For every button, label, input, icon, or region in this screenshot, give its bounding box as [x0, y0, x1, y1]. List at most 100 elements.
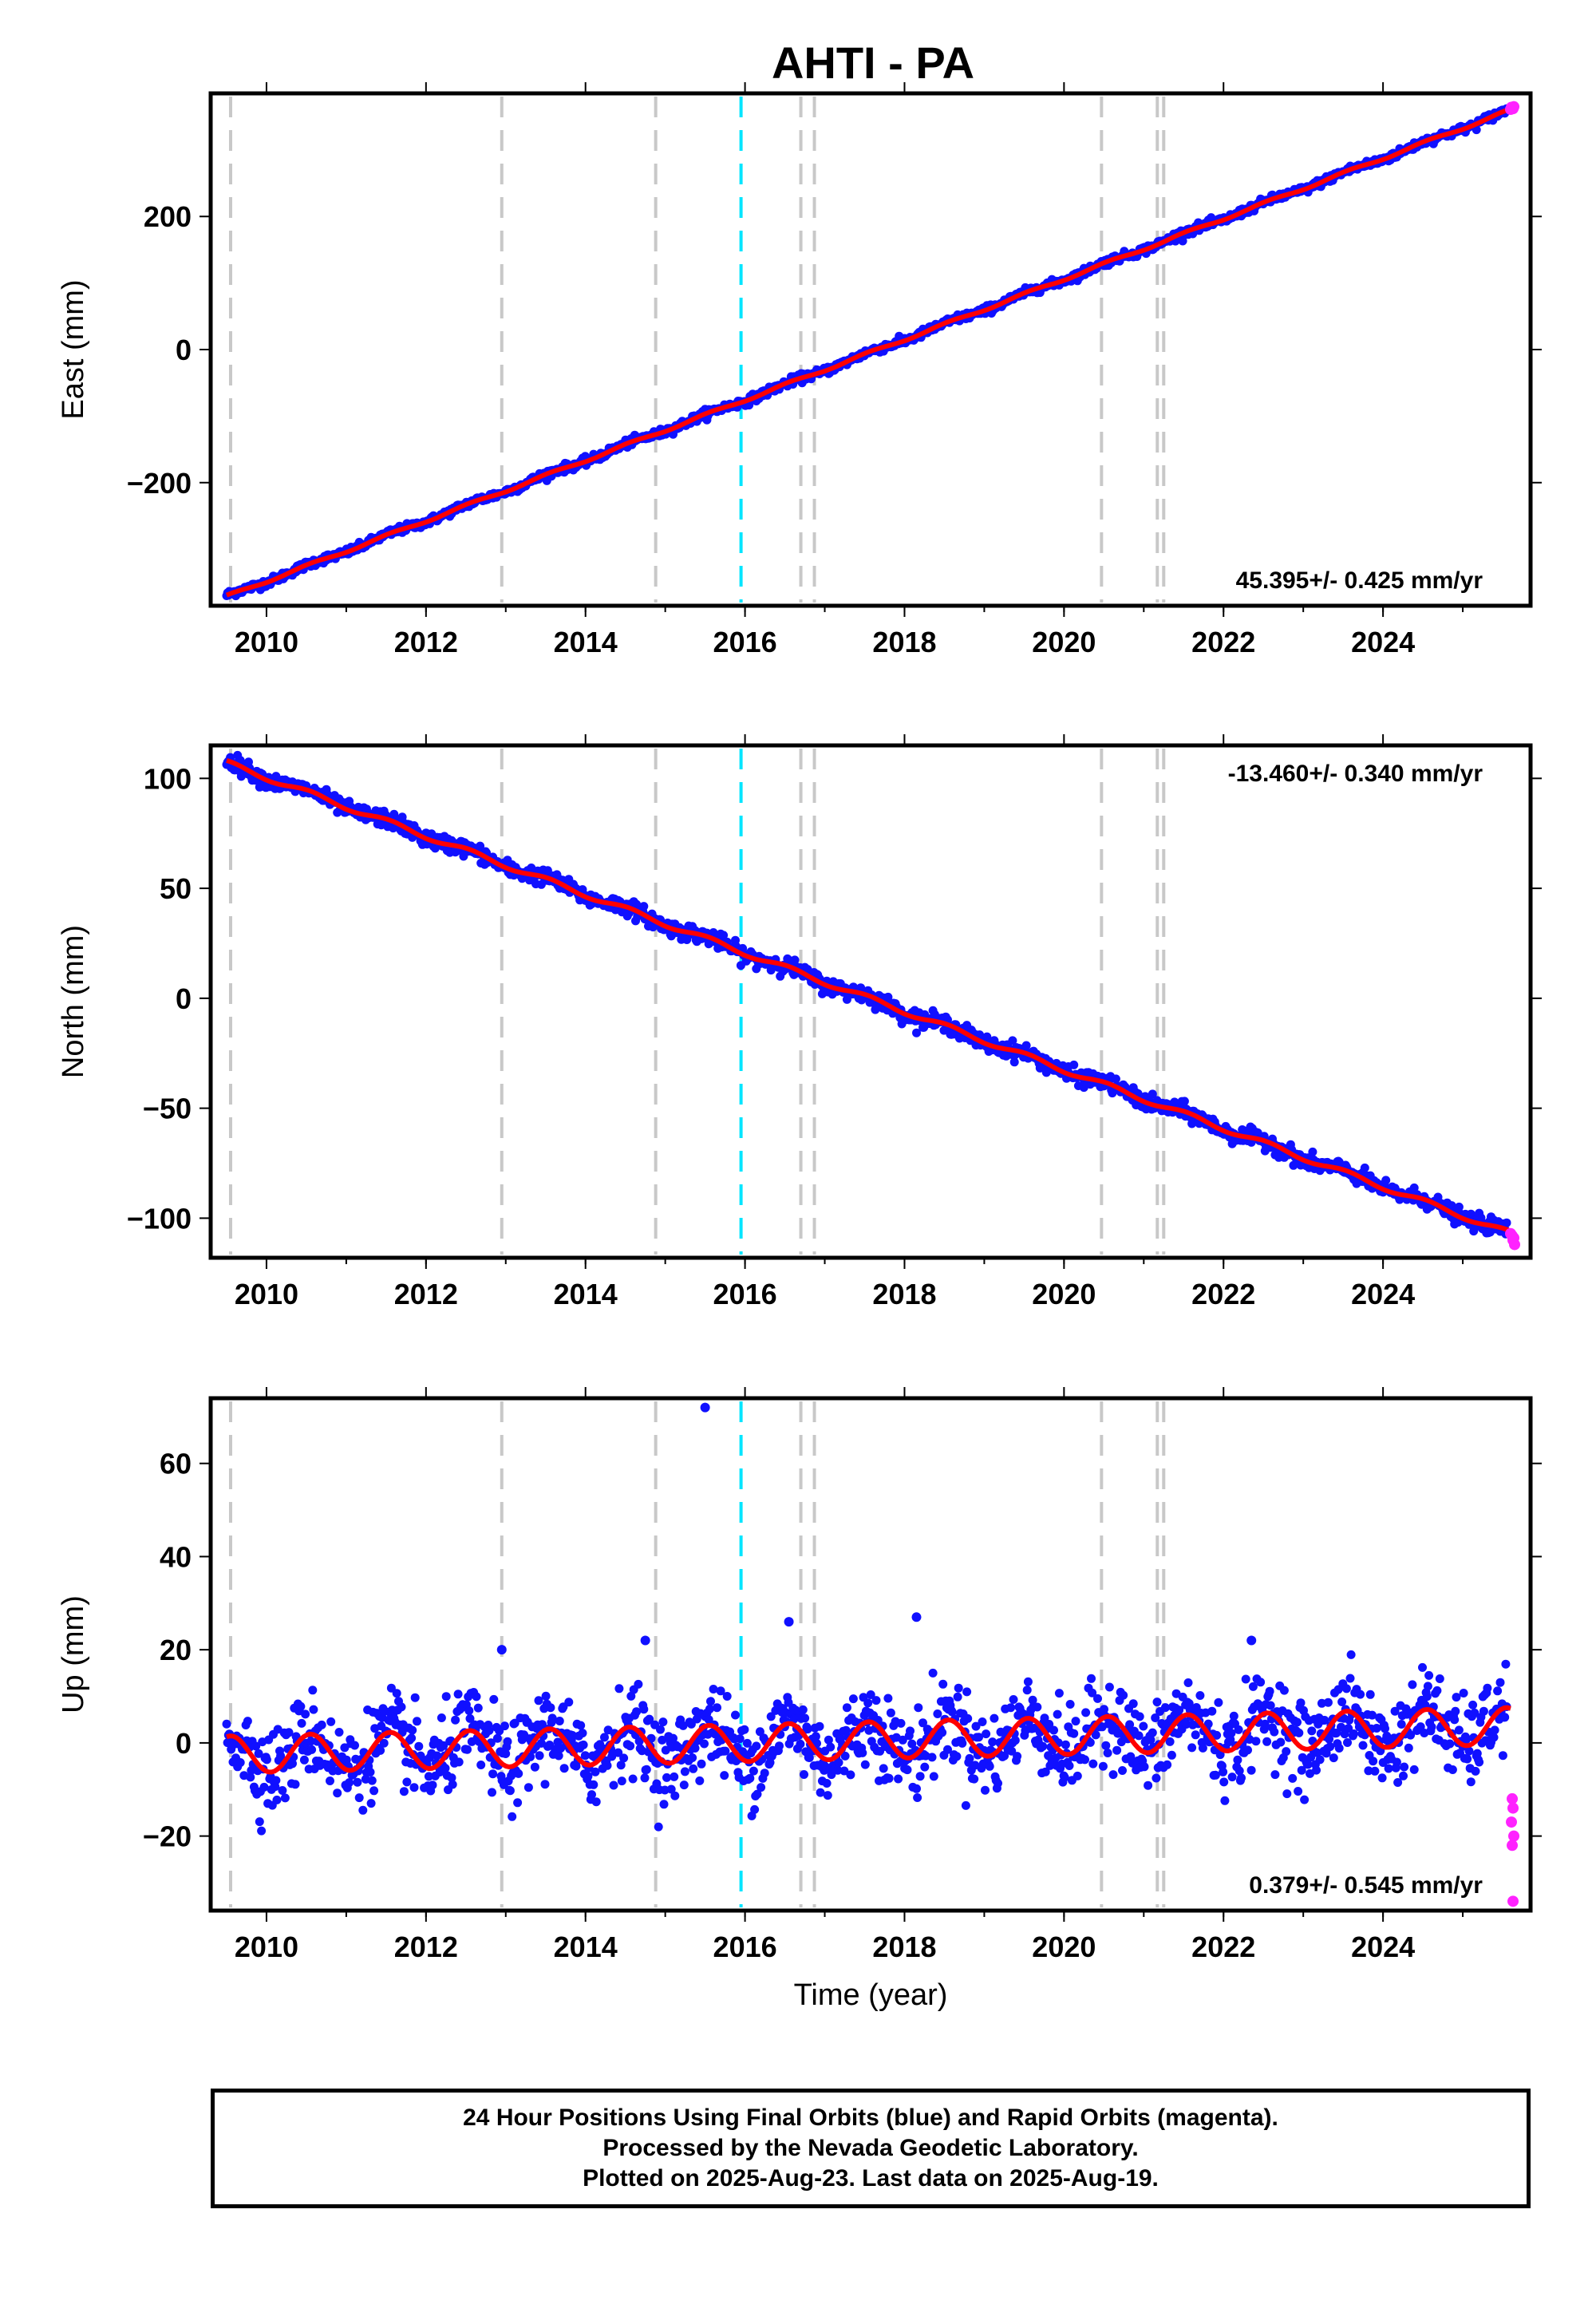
final-point [326, 1717, 336, 1726]
final-point [700, 1739, 709, 1749]
final-point [686, 1719, 696, 1729]
final-point [501, 1749, 511, 1758]
final-point [246, 1773, 255, 1782]
final-point [662, 1773, 671, 1782]
final-point [871, 1005, 880, 1014]
panel-north: 2010 2012 2014 2016 2018 2020 2022 2024 −100 −50 0… [57, 734, 1542, 1310]
final-point [1266, 1701, 1275, 1710]
final-point [288, 1759, 297, 1769]
final-point [1104, 1682, 1114, 1692]
final-point [1241, 1674, 1250, 1684]
final-point [918, 1718, 927, 1728]
final-point [745, 1773, 755, 1783]
final-point [259, 1782, 269, 1792]
final-point [1212, 1730, 1222, 1740]
final-point [920, 1762, 930, 1772]
final-point [626, 1741, 635, 1751]
final-point [1178, 236, 1187, 246]
final-point [410, 1693, 420, 1702]
final-point [235, 1758, 245, 1767]
final-point [1054, 1689, 1064, 1698]
final-point [616, 1761, 626, 1770]
final-point [407, 1733, 417, 1743]
final-point [1279, 1686, 1289, 1695]
final-point [1010, 1736, 1020, 1745]
final-point [952, 1752, 962, 1761]
rapid-point [1507, 1840, 1519, 1852]
final-point [523, 1783, 533, 1792]
final-point [1207, 1706, 1217, 1716]
final-point [1214, 1697, 1223, 1707]
final-point [1053, 1709, 1062, 1719]
final-point [1358, 1741, 1368, 1750]
final-point [1091, 1730, 1100, 1740]
final-point [1349, 1729, 1358, 1738]
x-tick-label: 2016 [713, 1931, 777, 1963]
final-point [1183, 1678, 1193, 1687]
final-point [600, 1733, 609, 1742]
rate-label: 0.379+/- 0.545 mm/yr [1249, 1872, 1483, 1899]
final-point [1423, 1682, 1432, 1691]
final-point [1160, 1703, 1170, 1713]
final-point [634, 1679, 643, 1689]
final-point [441, 1692, 451, 1701]
y-axis-label: North (mm) [57, 925, 90, 1078]
final-point [1041, 1767, 1050, 1777]
final-point [254, 1749, 263, 1758]
final-point [1182, 1720, 1191, 1729]
y-tick-label: 100 [144, 762, 192, 795]
final-point [927, 1753, 937, 1762]
final-point [439, 1741, 448, 1750]
final-point [863, 1698, 873, 1708]
final-point [619, 1753, 629, 1763]
rapid-point [1509, 1239, 1521, 1251]
final-point [953, 1692, 962, 1701]
final-point [1427, 1722, 1436, 1732]
final-point [1337, 1722, 1345, 1732]
final-point [1071, 1717, 1080, 1726]
final-point [271, 772, 281, 781]
final-point [1315, 1755, 1325, 1765]
final-point [990, 1713, 999, 1723]
final-point [1119, 1690, 1128, 1700]
final-point [706, 1697, 715, 1706]
y-tick-label: 0 [176, 1727, 192, 1760]
final-point [656, 1725, 665, 1734]
x-tick-label: 2010 [235, 1278, 298, 1310]
final-point [1370, 1766, 1380, 1776]
final-point [1146, 1735, 1156, 1745]
final-point [307, 1745, 317, 1754]
final-point [804, 1753, 814, 1762]
final-point [1479, 1706, 1488, 1716]
final-point [508, 1812, 517, 1821]
final-point [680, 1767, 689, 1777]
final-point [1049, 1725, 1058, 1735]
plot-area-east [222, 101, 1520, 601]
final-point [1452, 1693, 1461, 1702]
final-point [465, 1713, 475, 1723]
final-point [1139, 1721, 1148, 1731]
final-point [1393, 1778, 1403, 1787]
rate-label: -13.460+/- 0.340 mm/yr [1228, 761, 1483, 787]
final-point [1234, 1725, 1243, 1734]
final-point [488, 1769, 498, 1779]
final-point [559, 1764, 569, 1773]
final-point [886, 1708, 895, 1717]
final-point [800, 1713, 810, 1723]
final-point [1463, 1754, 1472, 1764]
final-point [963, 1713, 973, 1723]
final-point [824, 1735, 833, 1745]
final-point [555, 1717, 564, 1725]
y-tick-label: −20 [143, 1820, 192, 1853]
final-point [1033, 1702, 1042, 1712]
model-fit-line [225, 106, 1511, 598]
x-axis-label: Time (year) [794, 1978, 948, 2012]
final-point [994, 1779, 1002, 1788]
final-point [1191, 1730, 1200, 1740]
final-point [1198, 1743, 1207, 1753]
final-point [628, 1774, 638, 1784]
final-point [454, 1757, 464, 1767]
final-point [1006, 1703, 1016, 1713]
final-point [1248, 1682, 1258, 1691]
final-point [1325, 1734, 1334, 1744]
